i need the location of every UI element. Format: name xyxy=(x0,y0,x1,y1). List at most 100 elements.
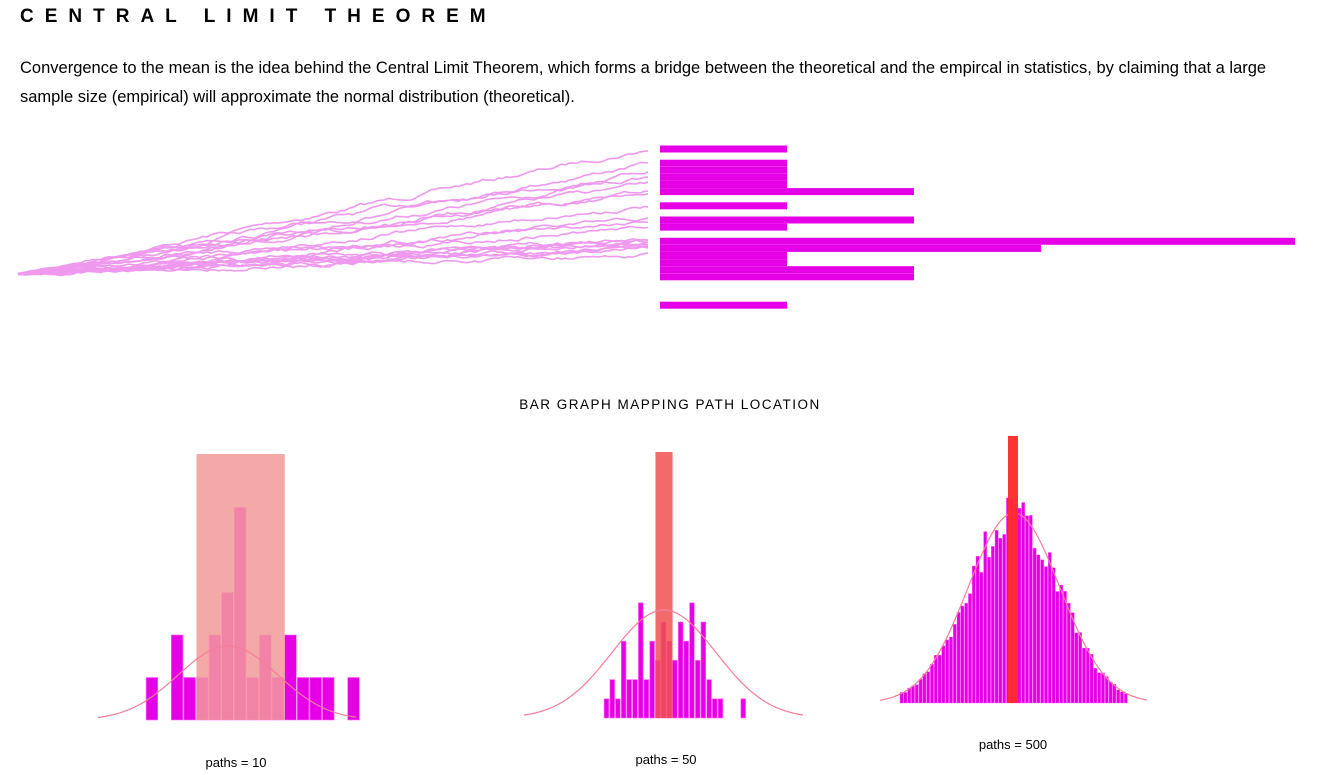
hist3-bar-3 xyxy=(911,685,915,704)
hist3-bar-39 xyxy=(1047,552,1052,704)
hist3-bar-55 xyxy=(1108,681,1113,704)
hist3-bar-36 xyxy=(1036,554,1041,704)
hist2-bar-12 xyxy=(672,660,678,719)
histogram-1 xyxy=(97,454,360,721)
hist3-bar-6 xyxy=(922,673,927,704)
walk-path-19 xyxy=(17,252,649,275)
hist3-bar-56 xyxy=(1112,684,1117,704)
walk-path-2 xyxy=(17,171,649,275)
hist3-bar-11 xyxy=(941,645,946,704)
hist2-bar-3 xyxy=(620,640,627,719)
hist3-bar-46 xyxy=(1074,632,1079,704)
histogram-2 xyxy=(523,452,804,719)
end-bar-12 xyxy=(660,259,787,267)
end-bar-4 xyxy=(660,181,787,188)
hist3-bar-27 xyxy=(1002,534,1006,704)
hist3-bar-52 xyxy=(1097,672,1101,704)
hist1-bar-12 xyxy=(309,677,322,721)
hist3-bar-17 xyxy=(964,603,968,704)
hist3-bar-8 xyxy=(930,664,934,704)
end-bar-7 xyxy=(660,216,914,224)
description: Convergence to the mean is the idea behi… xyxy=(20,59,1267,106)
walk-path-7 xyxy=(17,205,649,275)
hist3-bar-5 xyxy=(918,679,923,704)
hist3-bar-54 xyxy=(1104,676,1109,704)
hist2-bar-7 xyxy=(643,679,649,719)
end-bar-6 xyxy=(660,202,787,210)
chart-caption: BAR GRAPH MAPPING PATH LOCATION xyxy=(519,397,821,412)
hist3-bar-58 xyxy=(1120,691,1124,704)
hist3-bar-48 xyxy=(1082,647,1086,704)
hist2-bar-8 xyxy=(649,640,655,719)
hist2-bar-21 xyxy=(740,698,746,719)
end-bar-8 xyxy=(660,223,787,231)
hist2-bar-1 xyxy=(609,679,615,719)
end-bar-14 xyxy=(660,273,914,281)
hist2-bar-15 xyxy=(689,602,695,719)
hist3-bar-53 xyxy=(1101,672,1105,704)
hist3-bar-22 xyxy=(983,531,987,704)
hist3-bar-23 xyxy=(987,556,991,704)
hist2-bar-5 xyxy=(632,679,638,719)
end-bar-15 xyxy=(660,301,787,309)
random-walk-chart xyxy=(17,145,1295,309)
hist1-bar-1 xyxy=(171,634,184,721)
hist3-bar-37 xyxy=(1040,559,1044,704)
hist1-bar-0 xyxy=(145,677,159,721)
hist2-normal-curve xyxy=(523,609,804,716)
hist3-bar-33 xyxy=(1025,515,1029,704)
end-bar-0 xyxy=(660,145,787,153)
hist3-bar-1 xyxy=(903,692,908,704)
hist1-bar-2 xyxy=(183,677,196,721)
end-bar-11 xyxy=(660,252,787,259)
hist3-bar-31 xyxy=(1017,508,1022,704)
hist2-bar-19 xyxy=(712,698,718,719)
hist1-mean-band xyxy=(196,454,285,720)
hist3-bar-9 xyxy=(934,655,938,704)
hist3-bar-42 xyxy=(1059,584,1063,704)
end-bar-1 xyxy=(660,159,787,167)
hist2-mean-band xyxy=(655,452,673,718)
hist3-bar-10 xyxy=(937,654,942,704)
hist3-bar-38 xyxy=(1044,566,1048,704)
hist3-bar-16 xyxy=(960,605,965,704)
hist2-bar-16 xyxy=(695,660,701,719)
hist3-bar-59 xyxy=(1123,693,1128,704)
hist3-bar-24 xyxy=(991,546,995,704)
hist3-bar-51 xyxy=(1093,668,1098,704)
hist3-bar-20 xyxy=(975,556,980,704)
hist-label-10: paths = 10 xyxy=(205,755,267,770)
histogram-3 xyxy=(879,436,1148,704)
hist3-bar-47 xyxy=(1078,632,1082,704)
hist-label-500: paths = 500 xyxy=(978,737,1048,752)
hist3-bar-25 xyxy=(994,530,999,704)
hist2-bar-20 xyxy=(717,698,724,719)
hist3-bar-15 xyxy=(956,612,961,704)
hist1-bar-13 xyxy=(322,677,335,721)
page-title: CENTRAL LIMIT THEOREM xyxy=(20,6,497,27)
hist3-bar-32 xyxy=(1021,502,1025,704)
hist3-bar-0 xyxy=(899,692,904,704)
end-bar-5 xyxy=(660,188,914,196)
hist2-bar-6 xyxy=(638,602,644,719)
hist2-bar-0 xyxy=(603,698,610,719)
end-bar-10 xyxy=(660,244,1041,252)
walk-path-5 xyxy=(17,190,649,275)
end-bar-3 xyxy=(660,173,787,181)
hist3-bar-12 xyxy=(945,639,949,704)
walk-path-18 xyxy=(17,245,649,277)
hist3-bar-18 xyxy=(968,593,972,704)
hist3-bar-34 xyxy=(1028,515,1033,704)
hist2-bar-18 xyxy=(706,679,712,719)
hist3-bar-4 xyxy=(915,684,919,704)
hist2-bar-13 xyxy=(677,621,684,719)
hist3-bar-45 xyxy=(1070,612,1075,704)
hist2-bar-14 xyxy=(683,640,689,719)
hist3-bar-43 xyxy=(1063,591,1067,704)
hist3-mean-band xyxy=(1008,436,1018,703)
hist3-bar-19 xyxy=(972,565,976,704)
hist1-bar-11 xyxy=(296,677,310,721)
end-bar-13 xyxy=(660,266,914,274)
walk-path-1 xyxy=(17,161,649,275)
